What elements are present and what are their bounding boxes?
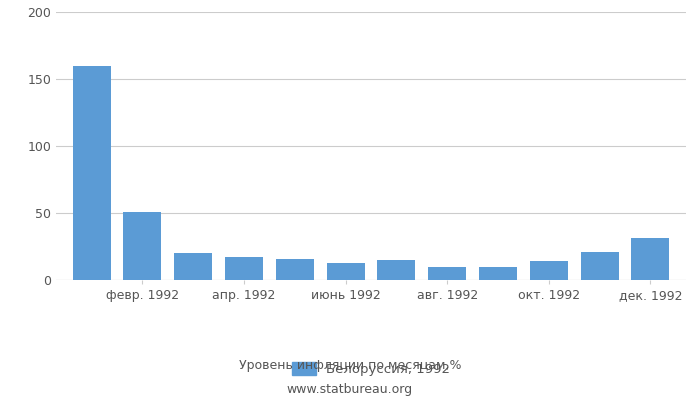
Text: www.statbureau.org: www.statbureau.org (287, 384, 413, 396)
Bar (631, 238, 669, 280)
Legend: Белоруссия, 1992: Белоруссия, 1992 (292, 362, 450, 376)
Bar (73, 66, 111, 280)
Text: Уровень инфляции по месяцам,%: Уровень инфляции по месяцам,% (239, 360, 461, 372)
Bar (377, 260, 416, 280)
Bar (580, 252, 619, 280)
Bar (123, 212, 162, 280)
Bar (479, 266, 517, 280)
Bar (326, 262, 365, 280)
Bar (428, 266, 466, 280)
Bar (276, 258, 314, 280)
Bar (225, 257, 263, 280)
Bar (174, 253, 212, 280)
Bar (530, 261, 568, 280)
